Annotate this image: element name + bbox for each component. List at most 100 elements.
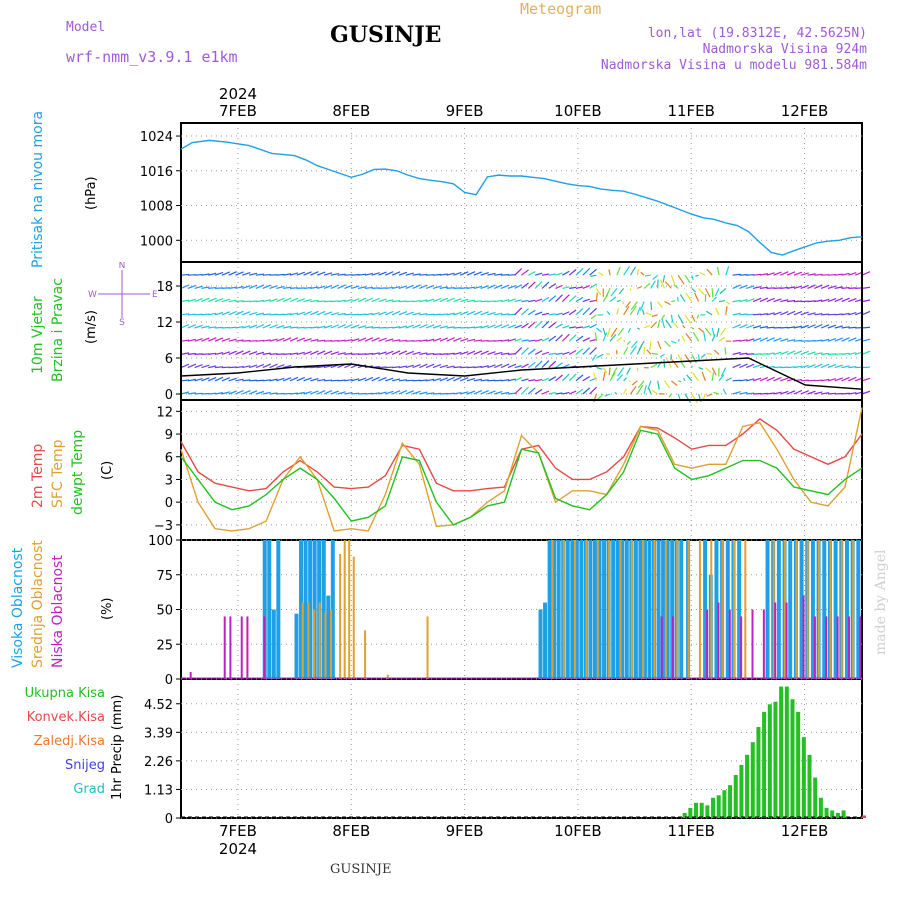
wind-vector bbox=[473, 325, 482, 329]
wind-vector bbox=[316, 389, 326, 395]
wind-vector bbox=[672, 321, 679, 329]
wind-vector bbox=[282, 337, 292, 342]
wind-vector bbox=[507, 338, 517, 342]
wind-vector bbox=[391, 271, 401, 276]
wind-vector bbox=[827, 273, 836, 276]
wind-vector bbox=[682, 324, 686, 329]
wind-vector bbox=[242, 365, 251, 369]
day-label-top: 11FEB bbox=[667, 102, 714, 120]
cloud-bar bbox=[615, 540, 620, 679]
wind-vector bbox=[680, 361, 686, 368]
wind-vector bbox=[746, 378, 755, 382]
wind-vector bbox=[643, 385, 647, 395]
wind-vector bbox=[187, 338, 196, 342]
year-label-bottom: 2024 bbox=[219, 840, 257, 858]
wind-vector bbox=[364, 272, 373, 276]
wind-vector bbox=[521, 347, 529, 355]
wind-vector bbox=[800, 350, 809, 355]
wind-vector bbox=[827, 298, 837, 303]
wind-vector bbox=[661, 318, 666, 329]
wind-vector bbox=[487, 284, 496, 289]
wind-vector bbox=[248, 351, 258, 355]
wind-vector bbox=[412, 312, 421, 316]
cloud-bar bbox=[348, 540, 351, 679]
cloud-bar bbox=[620, 540, 625, 679]
wind-vector bbox=[670, 274, 676, 285]
wind-vector bbox=[793, 325, 803, 329]
lonlat-text: lon,lat (19.8312E, 42.5625N) bbox=[647, 26, 867, 41]
wind-vector bbox=[528, 339, 536, 342]
wind-vector bbox=[180, 352, 190, 355]
wind-vector bbox=[671, 359, 679, 368]
wind-vector bbox=[296, 351, 305, 355]
wind-vector bbox=[228, 271, 237, 276]
wind-vector bbox=[385, 271, 394, 276]
wind-vector bbox=[405, 340, 414, 342]
wind-vector bbox=[623, 388, 627, 395]
wind-vector bbox=[660, 314, 666, 321]
wind-vector bbox=[228, 310, 237, 316]
wind-vector bbox=[575, 374, 584, 382]
wind-vector bbox=[453, 271, 462, 276]
wind-vector bbox=[480, 300, 489, 303]
wind-vector bbox=[651, 352, 658, 355]
wind-vector bbox=[391, 378, 401, 382]
wind-vector bbox=[283, 392, 292, 395]
wind-vector bbox=[344, 284, 353, 289]
wind-vector bbox=[405, 300, 414, 303]
wind-vector bbox=[426, 313, 435, 316]
wind-vector bbox=[800, 379, 809, 382]
wind-vector bbox=[562, 311, 570, 316]
wind-vector bbox=[323, 379, 333, 382]
wind-vector bbox=[629, 385, 637, 395]
wind-vector bbox=[296, 287, 305, 289]
wind-vector bbox=[650, 363, 658, 369]
wind-vector bbox=[773, 366, 782, 369]
wind-vector bbox=[269, 313, 278, 316]
wind-vector bbox=[364, 286, 373, 289]
wind-vector bbox=[555, 362, 563, 369]
wind-vector bbox=[604, 393, 611, 397]
wind-vector bbox=[800, 390, 809, 395]
wind-vector bbox=[500, 391, 510, 395]
wind-vector bbox=[248, 272, 258, 276]
wind-vector bbox=[323, 340, 333, 342]
wind-vector bbox=[644, 274, 651, 277]
wind-vector bbox=[713, 349, 720, 355]
wind-vector bbox=[412, 390, 421, 395]
wind-vector bbox=[698, 327, 705, 333]
wind-vector bbox=[827, 324, 837, 329]
wind-vector bbox=[269, 285, 278, 289]
wind-vector bbox=[255, 351, 265, 355]
cloud-bar bbox=[313, 609, 316, 679]
wind-vector bbox=[303, 271, 312, 276]
wind-vector bbox=[473, 350, 483, 355]
wind-vector bbox=[534, 272, 543, 276]
day-label-bottom: 7FEB bbox=[219, 822, 257, 840]
cloud-bar bbox=[562, 540, 565, 679]
wind-vector bbox=[732, 273, 741, 276]
cloud-bar bbox=[543, 602, 548, 679]
wind-vector bbox=[296, 391, 305, 395]
wind-vector bbox=[194, 313, 203, 316]
wind-vector bbox=[303, 326, 312, 329]
wind-vector bbox=[208, 286, 217, 289]
wind-vector bbox=[242, 325, 251, 329]
wind-vector bbox=[344, 338, 353, 342]
wind-vector bbox=[630, 340, 638, 349]
wind-vector bbox=[591, 354, 597, 361]
wind-vector bbox=[215, 287, 224, 289]
wind-vector bbox=[180, 391, 190, 395]
wind-vector bbox=[677, 339, 680, 342]
cloud-bar bbox=[597, 540, 602, 679]
wind-vector bbox=[597, 393, 604, 400]
wind-vector bbox=[194, 324, 203, 329]
wind-vector bbox=[752, 273, 762, 276]
wind-vector bbox=[419, 299, 428, 303]
wind-vector bbox=[317, 365, 326, 369]
cloud-bar bbox=[717, 602, 720, 679]
wind-vector bbox=[827, 353, 836, 355]
wind-vector bbox=[739, 352, 748, 355]
wind-vector bbox=[598, 272, 604, 276]
wind-vector bbox=[425, 284, 435, 289]
